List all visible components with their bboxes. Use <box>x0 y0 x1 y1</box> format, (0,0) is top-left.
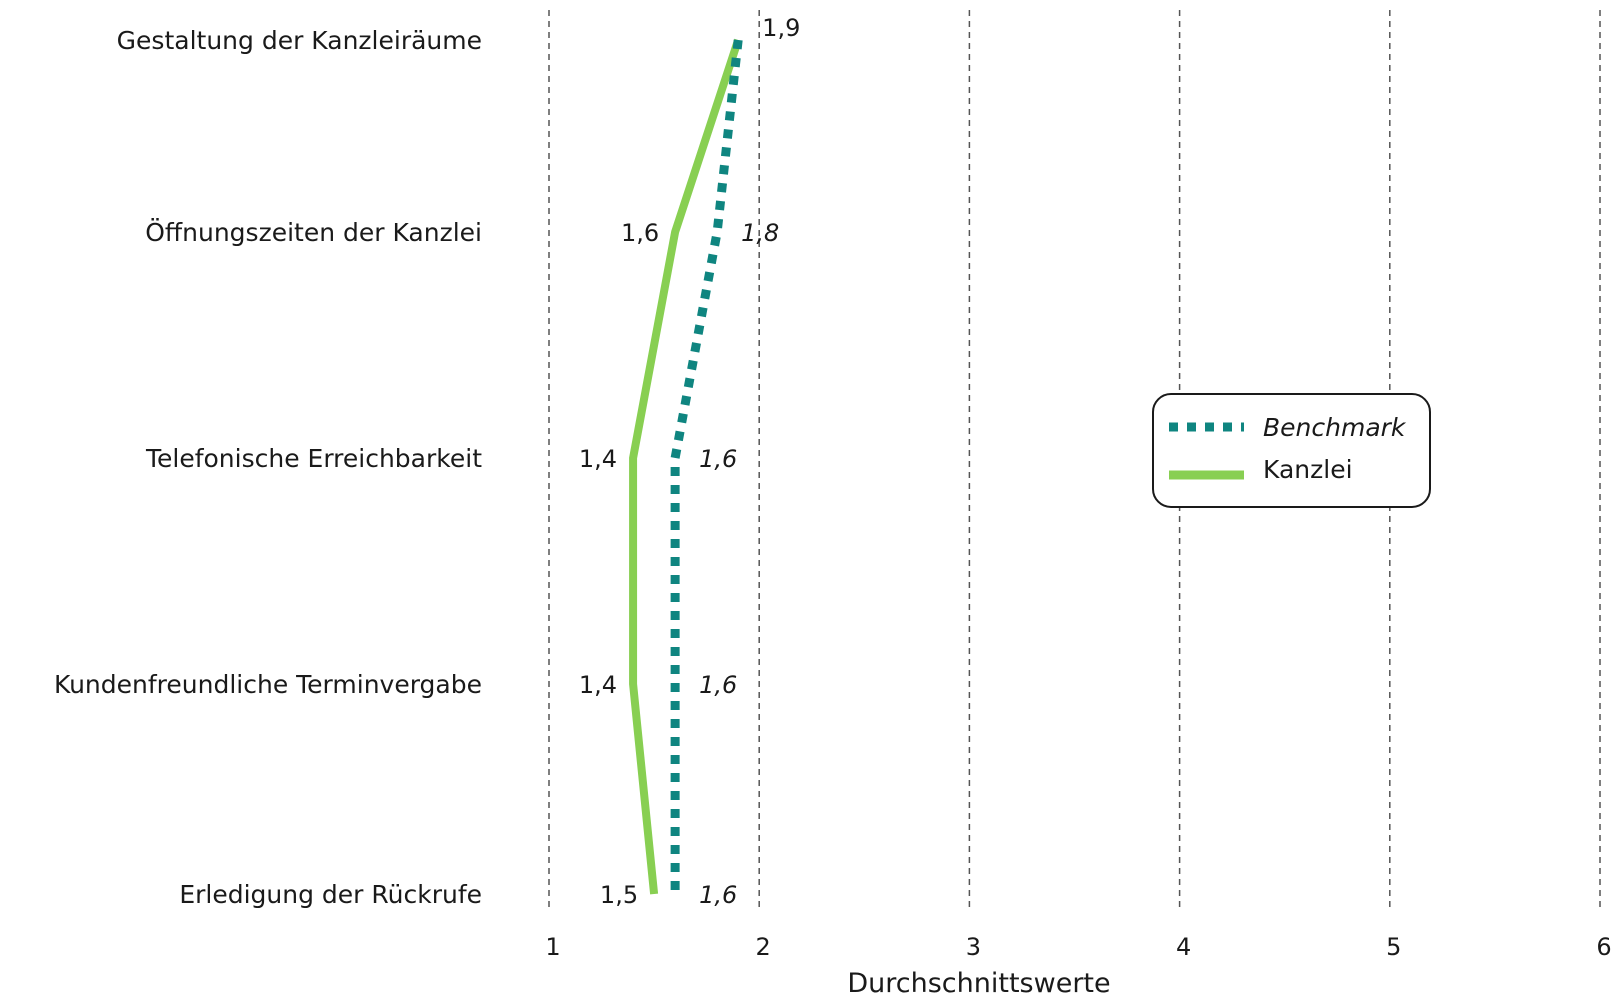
data-labels: 1,9 1,8 1,6 1,6 1,6 1,6 1,4 1,4 1,5 <box>579 14 800 909</box>
series-lines <box>629 38 743 895</box>
data-label-benchmark: 1,6 <box>699 671 737 699</box>
x-tick-label: 5 <box>1386 933 1401 961</box>
category-label: Gestaltung der Kanzleiräume <box>117 26 482 55</box>
category-labels: Gestaltung der Kanzleiräume Öffnungszeite… <box>54 26 482 909</box>
data-label-benchmark: 1,6 <box>699 445 737 473</box>
category-label: Erledigung der Rückrufe <box>179 880 482 909</box>
series-line-benchmark <box>670 39 743 894</box>
data-label-kanzlei: 1,5 <box>600 881 638 909</box>
data-label-benchmark: 1,6 <box>699 881 737 909</box>
x-tick-label: 6 <box>1596 933 1611 961</box>
category-label: Kundenfreundliche Terminvergabe <box>54 670 482 699</box>
gridlines <box>548 10 1601 910</box>
category-label: Telefonische Erreichbarkeit <box>145 444 482 473</box>
x-tick-labels: 1 2 3 4 5 6 <box>545 933 1611 961</box>
data-label-kanzlei: 1,4 <box>579 445 617 473</box>
x-tick-label: 1 <box>545 933 560 961</box>
category-label: Öffnungszeiten der Kanzlei <box>145 218 482 247</box>
legend-label-benchmark: Benchmark <box>1263 413 1407 442</box>
data-label-benchmark: 1,9 <box>762 14 800 42</box>
x-tick-label: 4 <box>1176 933 1191 961</box>
x-axis-title: Durchschnittswerte <box>847 968 1110 999</box>
data-label-benchmark: 1,8 <box>741 219 779 247</box>
x-tick-label: 3 <box>966 933 981 961</box>
data-label-kanzlei: 1,6 <box>621 219 659 247</box>
legend-box <box>1152 393 1431 508</box>
x-tick-label: 2 <box>756 933 771 961</box>
data-label-kanzlei: 1,4 <box>579 671 617 699</box>
legend: Benchmark Kanzlei <box>1152 393 1431 508</box>
legend-label-kanzlei: Kanzlei <box>1263 455 1353 484</box>
series-line-kanzlei <box>629 38 742 895</box>
